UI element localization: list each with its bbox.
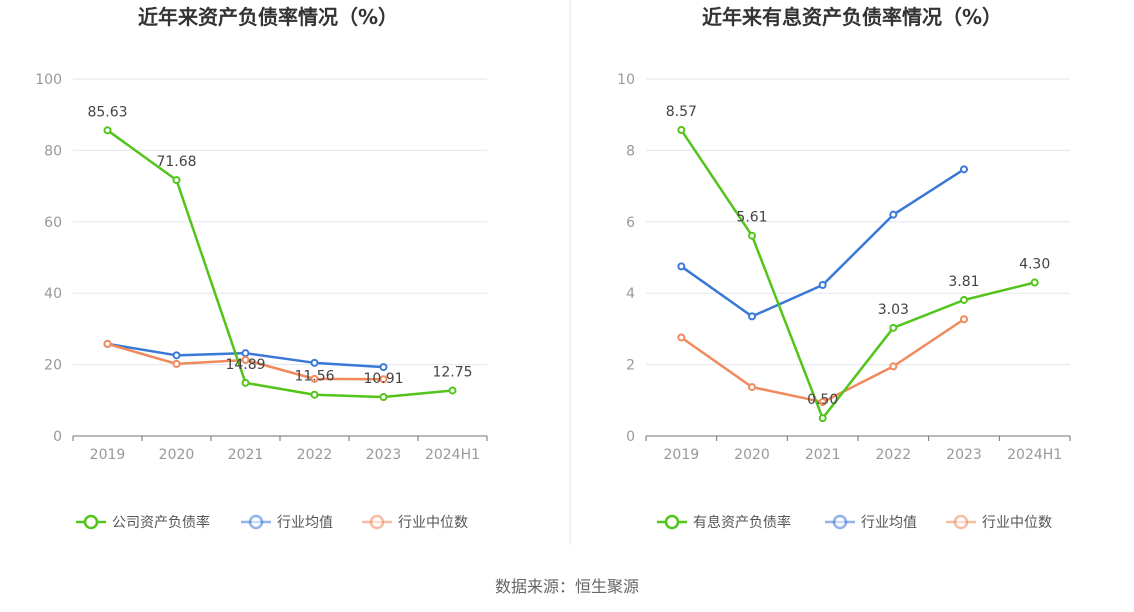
x-tick-label: 2022 (876, 447, 912, 463)
x-tick-label: 2021 (228, 447, 264, 463)
data-point (960, 295, 968, 304)
data-label: 8.57 (666, 104, 697, 120)
legend-label: 公司资产负债率 (112, 514, 210, 531)
y-tick-label: 0 (626, 429, 635, 445)
legend-marker (248, 514, 264, 530)
y-tick-label: 8 (626, 143, 635, 159)
data-label: 3.81 (948, 274, 979, 290)
x-tick-label: 2023 (366, 447, 402, 463)
data-point (379, 363, 388, 372)
data-label: 85.63 (87, 104, 127, 120)
x-tick-label: 2024H1 (1007, 447, 1062, 463)
series-line (680, 318, 965, 404)
data-point (889, 362, 898, 371)
data-point (818, 280, 827, 289)
y-tick-label: 0 (53, 429, 62, 445)
legend-marker (953, 514, 969, 530)
data-point (172, 351, 181, 360)
y-tick-label: 40 (44, 286, 62, 302)
data-point (241, 378, 250, 387)
x-tick-label: 2024H1 (425, 447, 480, 463)
x-tick-label: 2020 (734, 447, 770, 463)
legend-label: 行业均值 (277, 515, 333, 531)
x-tick-label: 2021 (805, 447, 841, 463)
x-tick-label: 2020 (159, 447, 195, 463)
y-tick-label: 6 (626, 215, 635, 231)
y-tick-label: 80 (44, 143, 62, 159)
data-point (960, 315, 968, 324)
data-point (241, 349, 250, 358)
data-label: 71.68 (156, 154, 196, 170)
legend-marker (832, 514, 848, 530)
data-point (379, 393, 388, 402)
data-point (103, 126, 112, 135)
legend-marker (369, 514, 385, 530)
data-point (1030, 278, 1039, 287)
x-tick-label: 2019 (664, 447, 700, 463)
x-tick-label: 2019 (90, 447, 126, 463)
data-point (448, 386, 457, 395)
legend-marker (83, 514, 99, 530)
legend-label: 行业均值 (861, 515, 917, 531)
x-tick-label: 2022 (297, 447, 333, 463)
data-point (677, 333, 686, 342)
data-label: 5.61 (736, 210, 767, 226)
data-point (889, 210, 898, 219)
legend-label: 行业中位数 (398, 515, 468, 531)
y-tick-label: 10 (617, 72, 635, 88)
data-point (748, 231, 756, 240)
data-label: 10.91 (363, 371, 403, 387)
chart-title: 近年来资产负债率情况（%） (138, 5, 398, 29)
data-label: 0.50 (807, 392, 838, 408)
data-point (103, 339, 112, 348)
y-tick-label: 2 (626, 358, 635, 374)
data-label: 3.03 (878, 302, 909, 318)
y-tick-label: 4 (626, 286, 635, 302)
data-point (172, 176, 181, 185)
data-point (310, 390, 319, 399)
data-label: 14.89 (225, 357, 265, 373)
data-point (818, 414, 827, 423)
data-label: 11.56 (294, 369, 334, 385)
chart-title: 近年来有息资产负债率情况（%） (702, 5, 1002, 29)
series-line (680, 129, 1035, 420)
data-point (889, 323, 898, 332)
y-tick-label: 100 (35, 72, 62, 88)
data-point (818, 398, 827, 407)
y-tick-label: 20 (44, 358, 62, 374)
data-point (748, 312, 756, 321)
y-tick-label: 60 (44, 215, 62, 231)
data-label: 4.30 (1019, 256, 1050, 272)
legend-label: 有息资产负债率 (693, 514, 791, 531)
legend-marker (664, 514, 680, 530)
data-point (677, 126, 686, 135)
data-point (172, 359, 181, 368)
series-line (106, 129, 453, 399)
data-point (379, 375, 388, 384)
data-point (310, 374, 319, 383)
x-tick-label: 2023 (946, 447, 982, 463)
legend-label: 行业中位数 (982, 515, 1052, 531)
data-point (310, 358, 319, 367)
data-source-text: 数据来源：恒生聚源 (495, 577, 639, 596)
data-point (241, 355, 250, 364)
data-point (677, 262, 686, 271)
data-label: 12.75 (432, 364, 472, 380)
data-point (960, 165, 968, 174)
data-point (748, 383, 756, 392)
